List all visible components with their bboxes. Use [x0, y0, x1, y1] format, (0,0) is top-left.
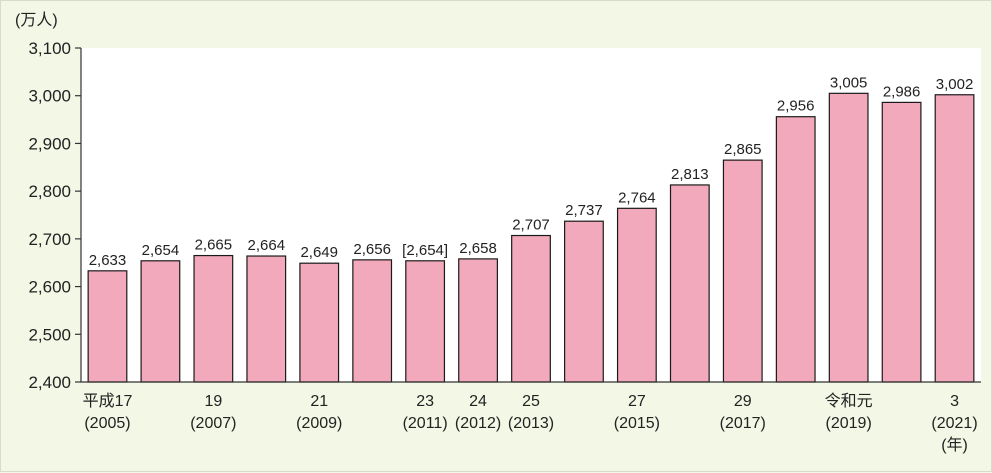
- x-label-year-2017: (2017): [720, 415, 766, 432]
- data-label-2011: [2,654]: [402, 242, 448, 259]
- y-tick-label: 3,000: [28, 87, 71, 106]
- x-label-era-2019: 令和元: [825, 392, 873, 410]
- data-label-2006: 2,654: [142, 242, 180, 259]
- bar-2010: [352, 259, 393, 383]
- bar-2005: [87, 270, 128, 383]
- bar-2011: [405, 260, 446, 383]
- bar-2019: [828, 92, 869, 383]
- y-unit-label: (万人): [15, 11, 58, 29]
- bar-2021: [934, 94, 975, 383]
- x-label-era-2011: 23: [416, 393, 434, 410]
- x-label-era-2012: 24: [469, 393, 487, 410]
- bar-2006: [140, 260, 181, 383]
- x-label-year-2021: (2021): [931, 415, 977, 432]
- data-label-2015: 2,764: [618, 189, 656, 206]
- data-label-2010: 2,656: [353, 241, 391, 258]
- data-label-2007: 2,665: [195, 237, 233, 254]
- data-label-2012: 2,658: [459, 240, 497, 257]
- data-label-2018: 2,956: [777, 98, 815, 115]
- bar-2018: [775, 116, 816, 383]
- bar-2007: [193, 254, 234, 383]
- x-label-era-2021: 3: [950, 393, 959, 410]
- x-label-era-2013: 25: [522, 393, 540, 410]
- bar-2015: [616, 207, 657, 383]
- x-label-year-2007: (2007): [190, 415, 236, 432]
- bar-2013: [511, 234, 551, 383]
- y-tick-label: 2,400: [28, 373, 71, 392]
- bar-2009: [299, 262, 340, 383]
- data-label-2017: 2,865: [724, 141, 762, 158]
- bar-2008: [246, 255, 287, 383]
- x-label-year-2005: (2005): [84, 415, 130, 432]
- x-label-era-2017: 29: [734, 393, 752, 410]
- x-label-era-2009: 21: [310, 393, 328, 410]
- x-label-year-2009: (2009): [296, 415, 342, 432]
- data-label-2013: 2,707: [512, 217, 550, 234]
- x-label-year-2011: (2011): [403, 415, 448, 432]
- y-tick-label: 2,600: [28, 278, 71, 297]
- x-label-era-2005: 平成17: [83, 392, 133, 410]
- bar-2014: [564, 220, 604, 383]
- x-label-year-2019: (2019): [826, 415, 872, 432]
- data-label-2019: 3,005: [830, 74, 868, 91]
- y-tick-label: 2,500: [28, 325, 71, 344]
- y-tick-label: 2,800: [28, 182, 71, 201]
- bar-2012: [458, 258, 498, 383]
- bar-2020: [881, 101, 922, 383]
- data-label-2020: 2,986: [883, 83, 921, 100]
- x-label-year-2013: (2013): [508, 415, 554, 432]
- data-label-2021: 3,002: [936, 76, 974, 93]
- data-label-2016: 2,813: [671, 166, 709, 183]
- data-label-2009: 2,649: [300, 244, 338, 261]
- y-tick-label: 2,700: [28, 230, 71, 249]
- axis-lines: [80, 48, 981, 383]
- data-label-2008: 2,664: [248, 237, 286, 254]
- data-label-2014: 2,737: [565, 202, 603, 219]
- y-tick-label: 2,900: [28, 134, 71, 153]
- bar-2017: [722, 159, 763, 383]
- x-unit-label: (年): [941, 436, 968, 454]
- x-label-era-2015: 27: [628, 393, 646, 410]
- x-label-year-2015: (2015): [614, 415, 660, 432]
- bar-2016: [669, 184, 710, 383]
- data-label-2005: 2,633: [89, 252, 127, 269]
- x-label-era-2007: 19: [204, 393, 222, 410]
- x-label-year-2012: (2012): [455, 415, 501, 432]
- y-tick-label: 3,100: [28, 39, 71, 58]
